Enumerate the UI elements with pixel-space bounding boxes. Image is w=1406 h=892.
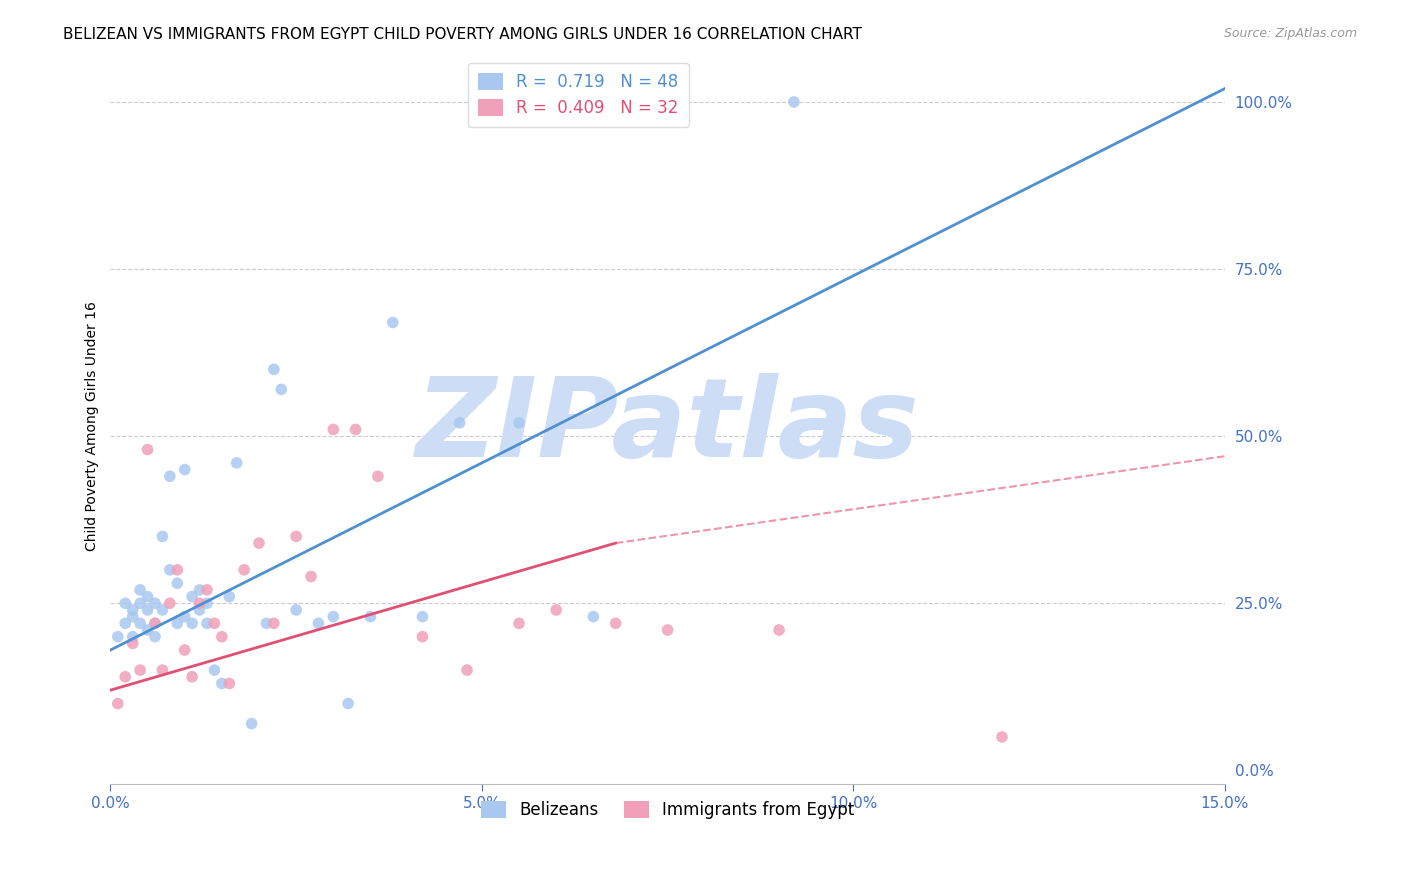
Point bbox=[218, 676, 240, 690]
Point bbox=[285, 529, 308, 543]
Point bbox=[204, 663, 226, 677]
Point bbox=[195, 596, 218, 610]
Point bbox=[129, 582, 152, 597]
Point bbox=[181, 670, 204, 684]
Legend: Belizeans, Immigrants from Egypt: Belizeans, Immigrants from Egypt bbox=[474, 794, 860, 825]
Point bbox=[254, 616, 277, 631]
Point bbox=[582, 609, 605, 624]
Point bbox=[129, 663, 152, 677]
Point bbox=[285, 603, 308, 617]
Point bbox=[456, 663, 478, 677]
Point bbox=[188, 596, 211, 610]
Point bbox=[173, 609, 195, 624]
Point bbox=[114, 670, 136, 684]
Point bbox=[337, 697, 360, 711]
Point bbox=[173, 462, 195, 476]
Point bbox=[121, 603, 143, 617]
Point bbox=[783, 95, 806, 109]
Point bbox=[159, 596, 181, 610]
Point bbox=[195, 582, 218, 597]
Point bbox=[211, 676, 233, 690]
Point bbox=[152, 603, 174, 617]
Point bbox=[173, 643, 195, 657]
Point bbox=[233, 563, 256, 577]
Point bbox=[143, 596, 166, 610]
Point bbox=[225, 456, 247, 470]
Point bbox=[195, 616, 218, 631]
Point bbox=[159, 563, 181, 577]
Point bbox=[449, 416, 471, 430]
Point bbox=[166, 616, 188, 631]
Point bbox=[263, 616, 285, 631]
Point bbox=[121, 609, 143, 624]
Point bbox=[508, 416, 530, 430]
Point bbox=[263, 362, 285, 376]
Point bbox=[166, 563, 188, 577]
Point bbox=[188, 582, 211, 597]
Point bbox=[344, 422, 367, 436]
Point bbox=[159, 469, 181, 483]
Point bbox=[605, 616, 627, 631]
Point bbox=[166, 576, 188, 591]
Point bbox=[129, 616, 152, 631]
Point bbox=[299, 569, 322, 583]
Point bbox=[381, 316, 404, 330]
Point bbox=[211, 630, 233, 644]
Point bbox=[411, 630, 433, 644]
Point bbox=[546, 603, 568, 617]
Point bbox=[136, 442, 159, 457]
Point bbox=[240, 716, 263, 731]
Point bbox=[143, 616, 166, 631]
Point bbox=[247, 536, 270, 550]
Point bbox=[136, 590, 159, 604]
Point bbox=[136, 623, 159, 637]
Text: BELIZEAN VS IMMIGRANTS FROM EGYPT CHILD POVERTY AMONG GIRLS UNDER 16 CORRELATION: BELIZEAN VS IMMIGRANTS FROM EGYPT CHILD … bbox=[63, 27, 862, 42]
Point bbox=[270, 383, 292, 397]
Point bbox=[991, 730, 1014, 744]
Y-axis label: Child Poverty Among Girls Under 16: Child Poverty Among Girls Under 16 bbox=[86, 301, 100, 551]
Text: Source: ZipAtlas.com: Source: ZipAtlas.com bbox=[1223, 27, 1357, 40]
Point bbox=[657, 623, 679, 637]
Point bbox=[367, 469, 389, 483]
Point bbox=[114, 596, 136, 610]
Point bbox=[152, 529, 174, 543]
Point bbox=[768, 623, 790, 637]
Point bbox=[204, 616, 226, 631]
Point bbox=[188, 603, 211, 617]
Point bbox=[107, 697, 129, 711]
Point bbox=[129, 596, 152, 610]
Point bbox=[152, 663, 174, 677]
Point bbox=[359, 609, 381, 624]
Point bbox=[508, 616, 530, 631]
Point bbox=[114, 616, 136, 631]
Point bbox=[411, 609, 433, 624]
Point bbox=[143, 630, 166, 644]
Point bbox=[143, 616, 166, 631]
Point bbox=[322, 609, 344, 624]
Point bbox=[218, 590, 240, 604]
Point bbox=[107, 630, 129, 644]
Point bbox=[181, 616, 204, 631]
Point bbox=[121, 630, 143, 644]
Text: ZIPatlas: ZIPatlas bbox=[416, 373, 920, 480]
Point bbox=[181, 590, 204, 604]
Point bbox=[121, 636, 143, 650]
Point bbox=[322, 422, 344, 436]
Point bbox=[136, 603, 159, 617]
Point bbox=[307, 616, 329, 631]
